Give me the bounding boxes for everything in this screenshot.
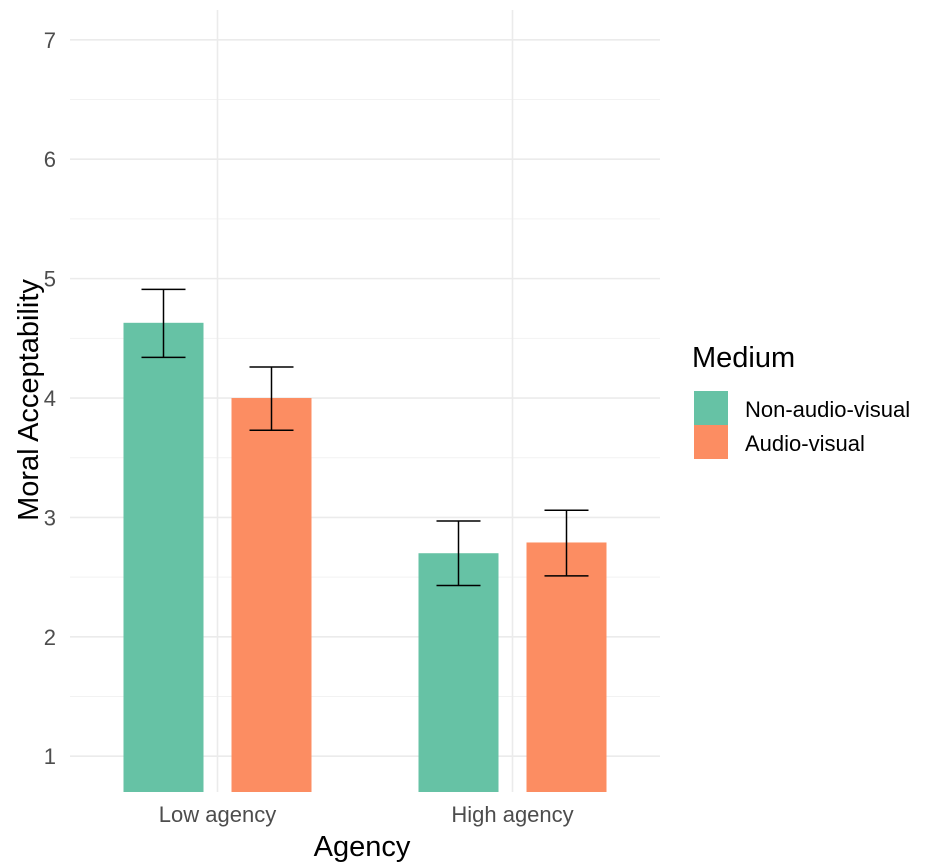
legend-label: Non-audio-visual <box>745 397 910 422</box>
legend-label: Audio-visual <box>745 431 865 456</box>
y-tick-label: 7 <box>44 28 56 53</box>
y-axis-title: Moral Acceptability <box>13 279 45 521</box>
legend-item: Non-audio-visual <box>694 391 910 425</box>
y-tick-label: 2 <box>44 625 56 650</box>
error-bars <box>141 288 589 587</box>
x-tick-labels: Low agency High agency <box>159 802 574 827</box>
bars <box>123 322 607 792</box>
y-tick-label: 4 <box>44 386 56 411</box>
x-tick-label: Low agency <box>159 802 276 827</box>
legend-title: Medium <box>692 342 795 374</box>
x-axis-title: Agency <box>314 831 411 863</box>
legend-items: Non-audio-visual Audio-visual <box>694 391 910 459</box>
error-bar <box>544 509 589 577</box>
y-tick-label: 1 <box>44 744 56 769</box>
legend: Medium Non-audio-visual Audio-visual <box>692 342 910 459</box>
y-tick-labels: 1 2 3 4 5 6 7 <box>44 28 56 769</box>
legend-swatch <box>694 425 728 459</box>
bar <box>526 542 607 792</box>
legend-item: Audio-visual <box>694 425 865 459</box>
error-bar <box>249 366 294 432</box>
error-bar <box>141 288 186 359</box>
y-tick-label: 3 <box>44 505 56 530</box>
legend-swatch <box>694 391 728 425</box>
bar <box>418 553 499 792</box>
y-tick-label: 5 <box>44 267 56 292</box>
error-bar <box>436 520 481 587</box>
bar <box>231 398 312 792</box>
x-tick-label: High agency <box>451 802 573 827</box>
bar <box>123 322 204 792</box>
y-tick-label: 6 <box>44 147 56 172</box>
